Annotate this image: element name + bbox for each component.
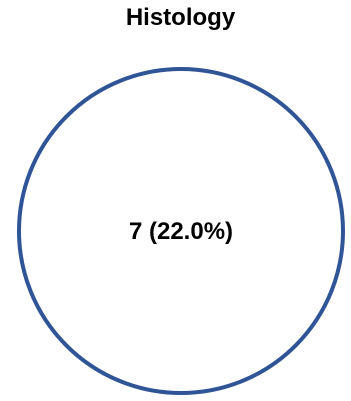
circle-value-label: 7 (22.0%) — [129, 218, 233, 245]
diagram-title: Histology — [125, 4, 236, 31]
histology-circle — [17, 67, 345, 395]
